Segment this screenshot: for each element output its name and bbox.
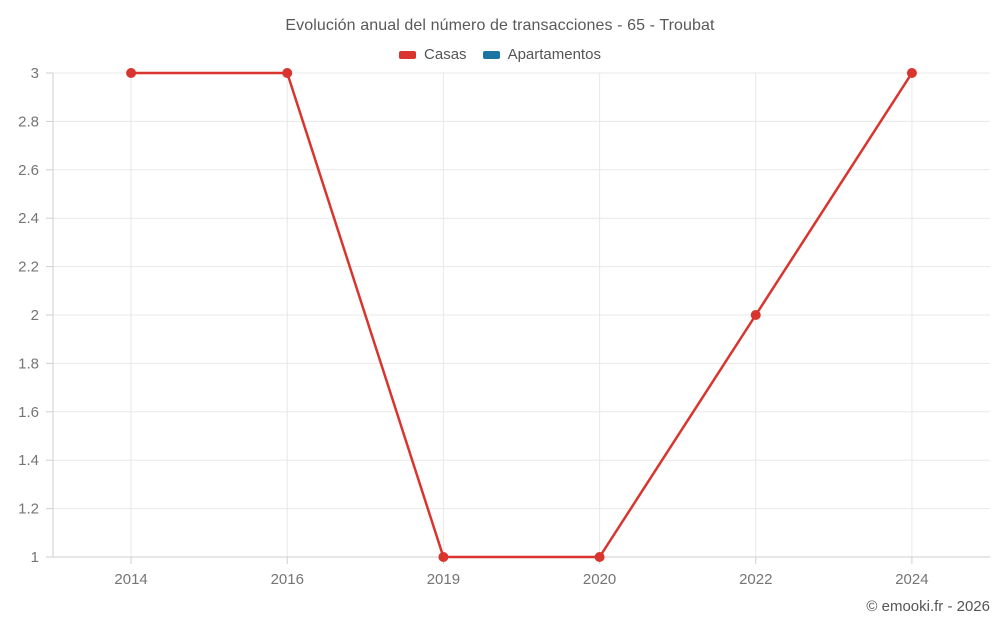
y-tick-label: 1.2 [18, 501, 39, 518]
apartamentos-legend-swatch-icon [482, 50, 500, 59]
x-tick-label: 2014 [114, 571, 147, 588]
chart-title: Evolución anual del número de transaccio… [285, 17, 715, 34]
y-tick-label: 1.8 [18, 355, 39, 372]
x-tick-label: 2019 [427, 571, 460, 588]
x-tick-label: 2016 [271, 571, 304, 588]
series-line-casas [129, 71, 914, 559]
legend-label-apartamentos: Apartamentos [507, 46, 601, 63]
x-tick-label: 2020 [583, 571, 616, 588]
y-tick-label: 2.2 [18, 259, 39, 276]
y-tick-label: 1 [31, 549, 39, 566]
y-tick-label: 1.6 [18, 404, 39, 421]
y-tick-label: 3 [31, 65, 39, 82]
x-tick-label: 2024 [895, 571, 928, 588]
data-point-casas-2014[interactable] [126, 68, 137, 78]
copyright-text: © emooki.fr - 2026 [866, 598, 990, 615]
data-point-casas-2020[interactable] [594, 552, 605, 562]
y-tick-label: 2.8 [18, 113, 39, 130]
legend-item-casas[interactable]: Casas [399, 46, 467, 63]
y-tick-label: 1.4 [18, 452, 39, 469]
y-tick-label: 2.4 [18, 210, 39, 227]
legend: Casas Apartamentos [0, 46, 1000, 63]
x-tick-label: 2022 [739, 571, 772, 588]
data-point-casas-2022[interactable] [750, 310, 761, 320]
data-point-casas-2016[interactable] [282, 68, 293, 78]
y-tick-label: 2 [31, 307, 39, 324]
legend-label-casas: Casas [424, 46, 467, 63]
data-point-casas-2019[interactable] [438, 552, 449, 562]
y-tick-label: 2.6 [18, 162, 39, 179]
data-point-casas-2024[interactable] [906, 68, 917, 78]
casas-legend-swatch-icon [399, 50, 417, 59]
legend-item-apartamentos[interactable]: Apartamentos [482, 46, 601, 63]
